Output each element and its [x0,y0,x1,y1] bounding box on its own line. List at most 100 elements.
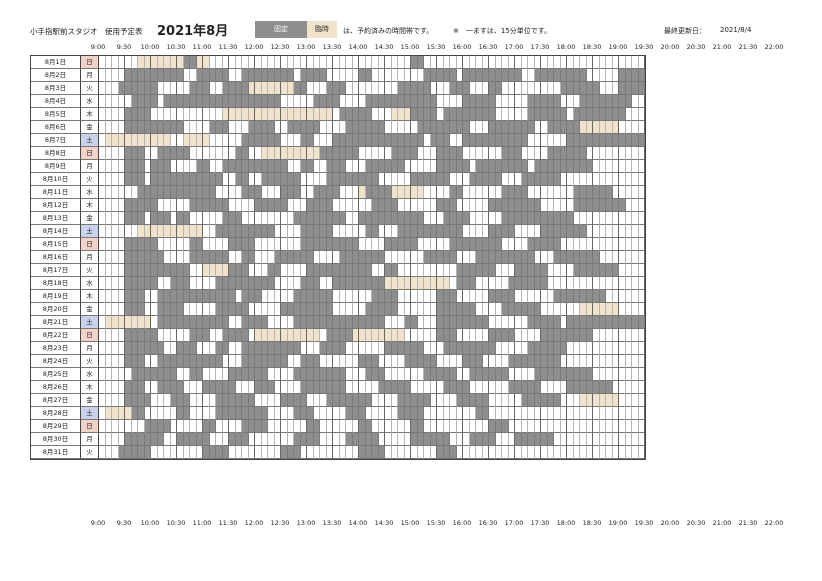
slot-free [593,407,600,420]
slot-fixed [300,303,307,316]
weekday-label: 火 [81,355,99,368]
slot-free [112,186,119,199]
slot-fixed [255,368,262,381]
slot-free [346,186,353,199]
slot-fixed [378,277,385,290]
slot-fixed [157,368,164,381]
slot-fixed [495,238,502,251]
slot-fixed [313,303,320,316]
slot-fixed [528,303,535,316]
slot-free [300,446,307,459]
slot-free [450,95,457,108]
slot-fixed [177,264,184,277]
slot-fixed [417,433,424,446]
slot-free [443,394,450,407]
slot-fixed [606,108,613,121]
slot-free [508,433,515,446]
slot-fixed [144,108,151,121]
slot-free [255,238,262,251]
slot-free [430,212,437,225]
slot-fixed [268,160,275,173]
slot-free [404,56,411,69]
slot-fixed [404,342,411,355]
slot-fixed [229,212,236,225]
slot-fixed [443,212,450,225]
slot-free [567,394,574,407]
slot-temporary [281,329,288,342]
slot-fixed [528,342,535,355]
slot-fixed [469,95,476,108]
slot-temporary [391,108,398,121]
time-label: 13:00 [296,43,316,51]
slot-free [346,342,353,355]
slot-free [417,381,424,394]
slot-free [177,199,184,212]
slot-fixed [424,225,431,238]
slot-free [222,134,229,147]
slot-free [157,446,164,459]
slot-free [248,212,255,225]
slot-fixed [437,121,444,134]
slot-free [489,212,496,225]
slot-fixed [508,134,515,147]
slot-free [469,407,476,420]
slot-fixed [339,277,346,290]
slot-fixed [365,368,372,381]
slot-free [632,160,639,173]
slot-fixed [567,121,574,134]
slot-fixed [593,290,600,303]
slot-fixed [242,303,249,316]
slot-free [125,56,132,69]
slot-free [359,381,366,394]
slot-free [105,264,112,277]
slot-free [437,95,444,108]
slot-fixed [138,69,145,82]
slot-fixed [502,199,509,212]
slot-fixed [125,238,132,251]
slot-free [612,277,619,290]
slot-free [443,56,450,69]
date-label: 8月22日 [31,329,81,342]
slot-fixed [307,199,314,212]
slot-fixed [599,186,606,199]
time-label: 20:00 [660,43,680,51]
slot-free [391,69,398,82]
slot-free [599,355,606,368]
slot-fixed [164,316,171,329]
slot-fixed [183,186,190,199]
slot-fixed [274,342,281,355]
slot-fixed [255,225,262,238]
slot-fixed [339,394,346,407]
slot-free [398,355,405,368]
slot-fixed [125,394,132,407]
slot-free [606,329,613,342]
slot-free [346,82,353,95]
slot-free [606,446,613,459]
slot-fixed [450,147,457,160]
slot-fixed [411,355,418,368]
slot-fixed [196,238,203,251]
slot-free [619,121,626,134]
slot-fixed [528,433,535,446]
time-label: 17:30 [530,43,550,51]
slot-fixed [385,199,392,212]
slot-fixed [190,251,197,264]
slot-fixed [151,433,158,446]
slot-fixed [190,95,197,108]
slot-free [99,407,106,420]
slot-free [320,394,327,407]
slot-fixed [352,264,359,277]
slot-free [612,433,619,446]
slot-free [385,56,392,69]
slot-free [294,69,301,82]
slot-fixed [450,160,457,173]
slot-free [352,160,359,173]
slot-free [456,95,463,108]
slot-fixed [443,251,450,264]
slot-free [456,355,463,368]
slot-fixed [307,121,314,134]
slot-free [352,212,359,225]
slot-fixed [177,212,184,225]
slot-fixed [489,433,496,446]
slot-fixed [313,368,320,381]
